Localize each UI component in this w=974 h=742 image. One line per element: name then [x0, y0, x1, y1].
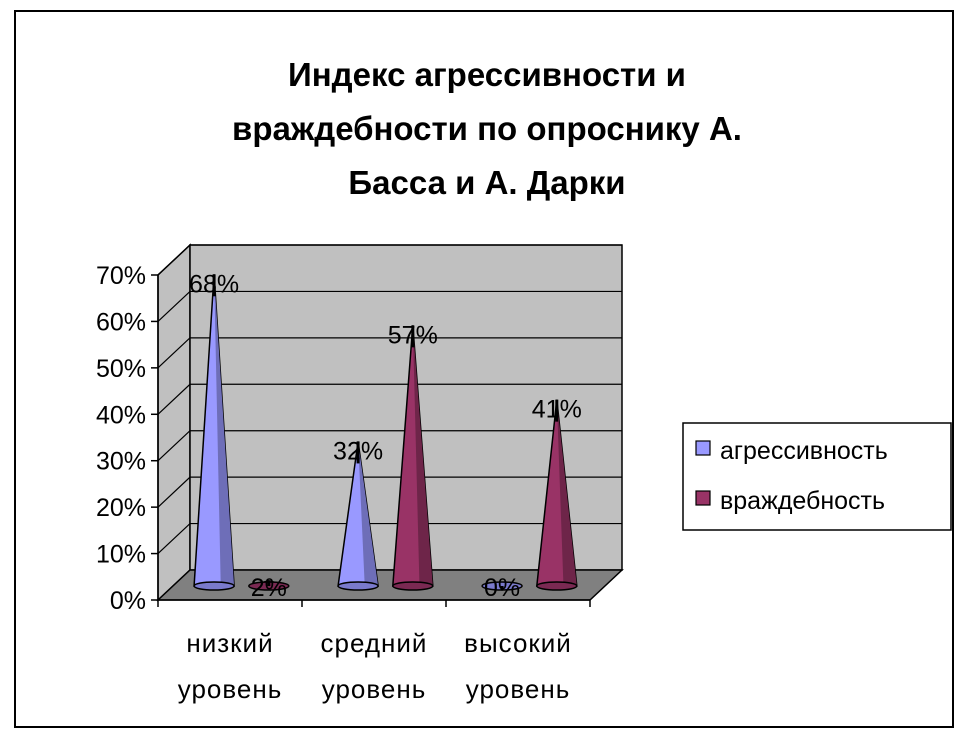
- y-tick-label: 70%: [96, 262, 146, 290]
- gridline: [157, 290, 622, 322]
- cone-base: [337, 581, 379, 591]
- x-category-label: уровень: [322, 674, 427, 704]
- legend-swatch: [695, 490, 711, 506]
- axes: [157, 275, 590, 601]
- legend-box: [682, 422, 952, 531]
- bar-агрессивность-2: [481, 581, 523, 591]
- y-tick-label: 30%: [96, 448, 146, 476]
- x-category-label: высокий: [464, 628, 572, 658]
- side-wall: [157, 243, 191, 602]
- x-axis-labels: низкий уровень средний уровень высокий уровен…: [157, 600, 591, 704]
- bar-враждебность-0: [248, 579, 290, 591]
- cone-shade: [412, 325, 433, 586]
- x-category-label: средний: [321, 628, 428, 658]
- cone-base: [536, 581, 578, 591]
- gridline: [157, 337, 622, 369]
- y-tick-label: 20%: [96, 494, 146, 522]
- data-label: 68%: [189, 270, 239, 298]
- y-tick-label: 0%: [110, 587, 146, 615]
- data-label: 2%: [251, 574, 287, 602]
- legend-swatch: [695, 440, 711, 456]
- data-label: 41%: [532, 396, 582, 424]
- gridline: [157, 476, 622, 508]
- gridline: [157, 522, 622, 555]
- bar-враждебность-2: [535, 399, 578, 591]
- chart-title: Индекс агрессивности и враждебности по оп…: [232, 56, 742, 201]
- gridline: [157, 430, 622, 462]
- data-label: 57%: [388, 321, 438, 349]
- cone-shade: [556, 399, 577, 586]
- cone-base: [193, 581, 235, 591]
- gridline: [157, 383, 622, 415]
- data-label: 0%: [484, 574, 520, 602]
- cone-base: [392, 581, 434, 591]
- y-tick-label: 40%: [96, 401, 146, 429]
- x-category-label: уровень: [466, 674, 571, 704]
- cone-shade: [358, 441, 379, 586]
- chart-title-line: враждебности по опроснику А.: [232, 110, 742, 147]
- data-label: 32%: [333, 437, 383, 465]
- bar-агрессивность-1: [337, 441, 379, 591]
- bar-агрессивность-0: [193, 274, 235, 591]
- x-category-label: уровень: [178, 674, 283, 704]
- bar-враждебность-1: [391, 325, 434, 591]
- y-tick-label: 50%: [96, 355, 146, 383]
- chart-title-line: Басса и А. Дарки: [348, 164, 625, 201]
- y-tick-label: 60%: [96, 308, 146, 336]
- y-tick-label: 10%: [96, 541, 146, 569]
- x-category-label: низкий: [186, 628, 273, 658]
- cone-shade: [214, 274, 235, 586]
- chart-title-line: Индекс агрессивности и: [288, 56, 686, 93]
- legend: агрессивность враждебность: [682, 422, 952, 531]
- legend-entry-label: враждебность: [720, 487, 885, 515]
- y-axis-ticks: 0% 10% 20% 30% 40% 50% 60% 70%: [96, 262, 158, 615]
- gridline: [157, 244, 622, 276]
- data-labels: 68% 32% 0% 2% 57% 41%: [189, 270, 582, 602]
- gridlines: [157, 244, 622, 555]
- bars: [193, 274, 578, 591]
- legend-entry-label: агрессивность: [720, 437, 888, 465]
